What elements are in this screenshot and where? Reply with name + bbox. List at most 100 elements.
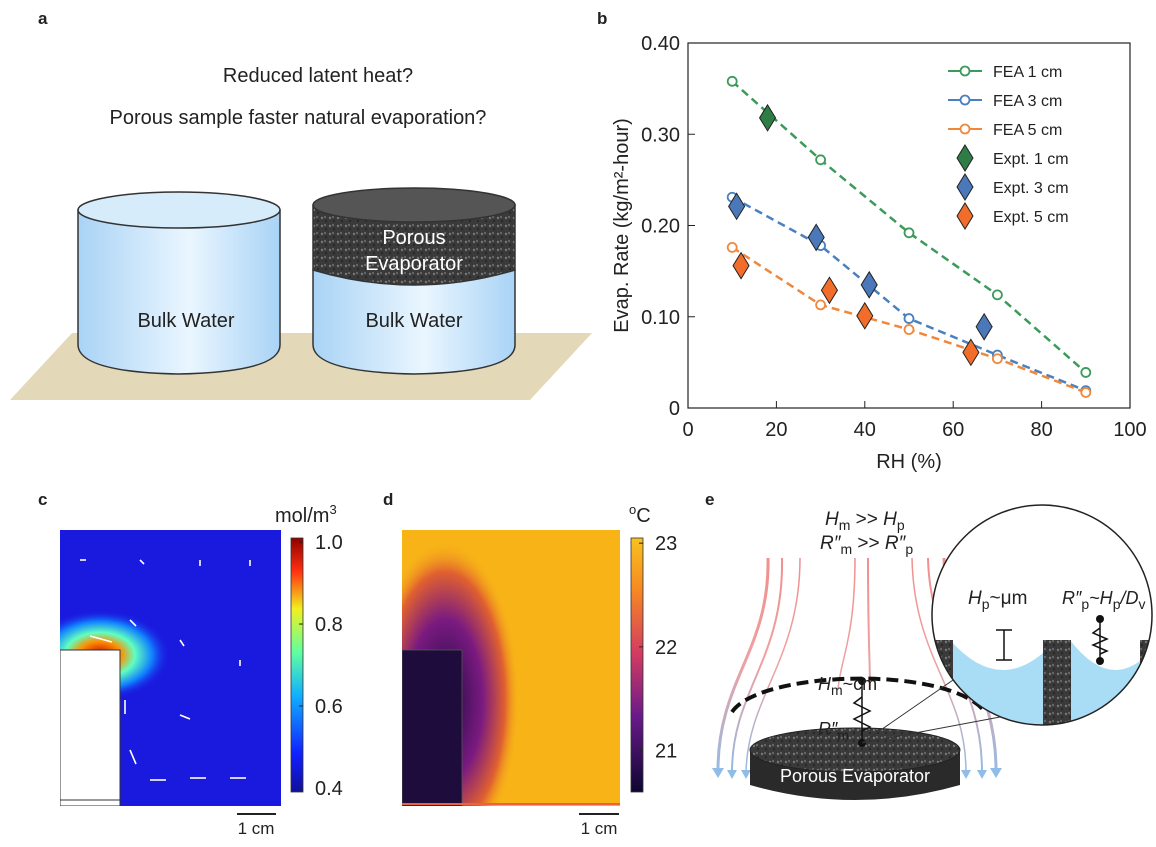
colorbar [290,537,304,793]
marker [732,251,750,280]
legend-label: Expt. 5 cm [993,209,1069,226]
question: Reduced latent heat? [223,65,413,87]
resistor [1091,627,1109,655]
x-tick-label: 40 [854,419,876,441]
legend-label: Expt. 3 cm [993,180,1069,197]
panel-letter: b [597,9,607,28]
y-tick-label: 0.20 [641,216,680,238]
y-tick-label: 0.30 [641,124,680,146]
marker [992,289,1003,301]
legend-label: FEA 1 cm [993,64,1062,81]
resistor [852,696,872,732]
marker [860,270,878,299]
legend-marker [956,173,974,201]
marker [856,301,874,330]
arrow-heads [712,768,1002,779]
pore-height: Hp~μm [968,588,1027,612]
x-axis-label: RH (%) [876,451,942,473]
colorbar-tick-label: 0.4 [315,778,343,800]
boundary-layer [730,676,987,714]
colorbar-tick-label: 21 [655,741,677,763]
node [1096,657,1104,665]
panel-letter: e [705,490,714,509]
scale-label: 1 cm [581,819,618,838]
marker [758,103,777,132]
label: Evaporator [365,253,463,275]
marker [815,299,826,311]
panel-letter: a [38,9,48,28]
marker [962,338,980,367]
zoom-line [861,716,1001,744]
colorbar-tick-label: 1.0 [315,532,343,554]
node [858,677,866,685]
x-tick-label: 20 [765,419,787,441]
x-tick-label: 60 [942,419,964,441]
legend-marker [956,144,974,172]
marker [903,324,915,335]
marker [815,154,826,166]
marker [820,276,839,305]
height-bar [996,629,1012,661]
zoom-circle [931,504,1153,726]
colorbar [630,537,644,793]
flow-arrow [179,639,185,647]
marker [728,192,746,221]
legend-marker [956,202,974,230]
disk [749,727,961,800]
marker [726,75,738,87]
colorbar-tick-label: 0.6 [315,696,343,718]
colorbar-axis: 23 22 21 [639,533,677,763]
legend-label: FEA 3 cm [993,93,1062,110]
macro-resistance: R″m [818,719,849,743]
marker [903,227,915,239]
marker [975,312,993,341]
colorbar-unit: oC [629,502,651,527]
x-tick-label: 100 [1113,419,1146,441]
panel-letter: c [38,490,47,509]
y-tick-label: 0 [669,398,680,420]
marker [992,353,1003,365]
y-tick-label: 0.10 [641,307,680,329]
legend-label: FEA 5 cm [993,122,1062,139]
marker [807,223,825,252]
question: Porous sample faster natural evaporation… [110,107,487,129]
flow-arrow [129,619,137,627]
scale-label: 1 cm [238,819,275,838]
flow-arrow [129,749,137,765]
pore-resistance: R″p~Hp/Dv [1062,588,1145,612]
x-tick-label: 0 [682,419,693,441]
cylinder-porous [312,187,516,375]
flow-arrow [139,559,145,565]
legend-marker [959,94,971,106]
label: Bulk Water [365,310,462,332]
colorbar-tick-label: 23 [655,533,677,555]
flow-arrow [89,635,113,643]
colorbar-tick-label: 0.8 [315,614,343,636]
marker [726,241,738,253]
chart: 0 20 40 60 80 100 0 0.10 0.20 0.30 0.40 RH (%) Evap.… [611,33,1147,473]
label: Bulk Water [137,310,234,332]
marker [1080,387,1092,398]
colorbar-axis: 1.0 0.8 0.6 0.4 [299,532,343,800]
marker [903,313,915,324]
colorbar-unit: mol/m3 [275,502,337,527]
disk-label: Porous Evaporator [780,766,930,786]
colorbar-tick-label: 22 [655,637,677,659]
legend-marker [959,65,971,77]
relation: Hm >> Hp [825,509,905,533]
marker [1080,367,1092,378]
label: Porous [382,227,445,249]
panel-letter: d [383,490,393,509]
node [1096,615,1104,623]
cylinder [77,191,281,375]
y-axis-label: Evap. Rate (kg/m²-hour) [611,118,633,333]
y-tick-label: 0.40 [641,33,680,55]
legend-marker [959,123,971,135]
heatmap [60,530,281,806]
macro-height: Hm~cm [818,674,877,698]
pore-zoom [932,505,1152,725]
x-tick-label: 80 [1030,419,1052,441]
legend-label: Expt. 1 cm [993,151,1069,168]
heatmap [402,530,620,806]
